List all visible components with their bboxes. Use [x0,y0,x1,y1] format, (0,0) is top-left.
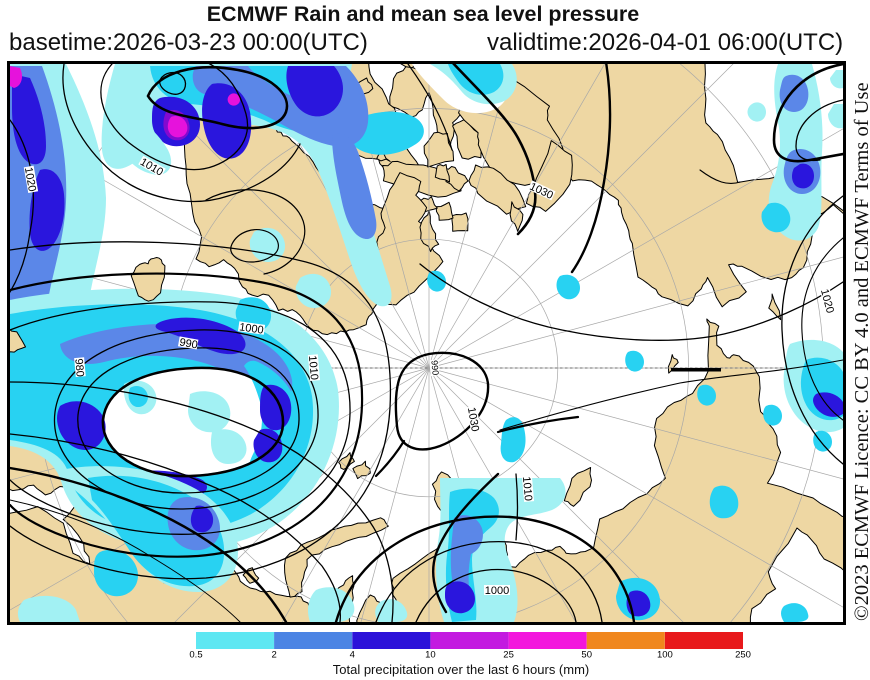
svg-text:980: 980 [72,358,86,377]
svg-text:10: 10 [425,650,436,661]
svg-text:0.5: 0.5 [189,650,202,661]
svg-text:2: 2 [271,650,276,661]
svg-text:250: 250 [735,650,751,661]
svg-text:990: 990 [178,337,198,352]
svg-text:1000: 1000 [485,585,509,597]
svg-text:1000: 1000 [238,321,264,336]
svg-text:1010: 1010 [306,355,320,380]
svg-text:4: 4 [350,650,355,661]
svg-text:1030: 1030 [465,406,481,432]
svg-text:1010: 1010 [520,476,534,501]
svg-text:25: 25 [503,650,514,661]
svg-text:50: 50 [581,650,592,661]
svg-text:1020: 1020 [22,166,38,192]
svg-text:990: 990 [429,360,440,376]
svg-text:100: 100 [657,650,673,661]
